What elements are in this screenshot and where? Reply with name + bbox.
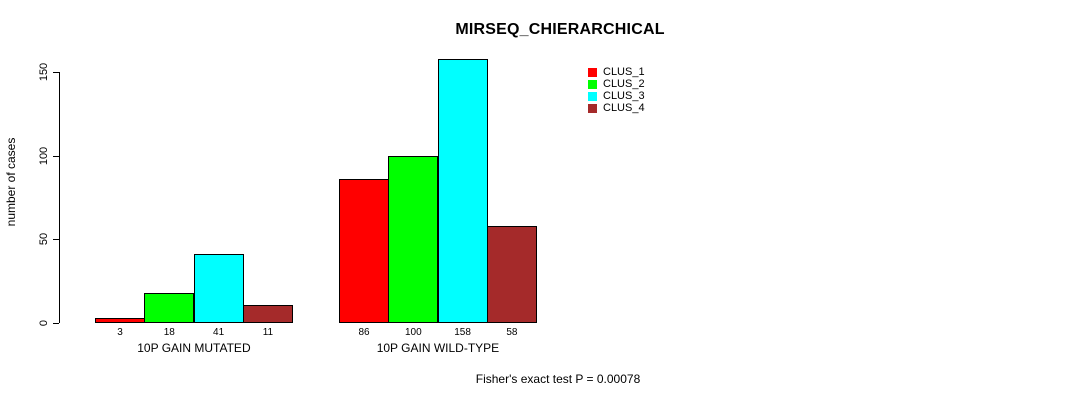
chart-title: MIRSEQ_CHIERARCHICAL <box>455 21 665 38</box>
bar-value-label: 18 <box>163 327 175 338</box>
legend-row-clus_1: CLUS_1 <box>588 66 645 78</box>
legend-swatch-icon <box>588 67 597 77</box>
bar-clus_1-1 <box>95 318 145 323</box>
category-label: 10P GAIN MUTATED <box>137 341 251 355</box>
y-tick-label: 150 <box>38 62 50 82</box>
bar-value-label: 11 <box>262 327 274 338</box>
bar-clus_2-2 <box>388 156 439 323</box>
legend-label: CLUS_3 <box>603 90 645 102</box>
y-axis-title: number of cases <box>4 137 18 227</box>
fisher-test-annotation: Fisher's exact test P = 0.00078 <box>475 372 641 386</box>
y-tick-label: 100 <box>38 146 50 165</box>
category-label: 10P GAIN WILD-TYPE <box>376 341 500 355</box>
legend-row-clus_2: CLUS_2 <box>588 78 645 90</box>
bar-value-label: 58 <box>506 327 518 338</box>
legend-label: CLUS_2 <box>603 78 645 90</box>
y-tick <box>53 72 59 73</box>
y-axis-line <box>59 72 60 323</box>
bar-clus_2-1 <box>144 293 195 323</box>
y-tick <box>53 323 59 324</box>
legend-swatch-icon <box>588 103 597 113</box>
bar-clus_1-2 <box>339 179 389 323</box>
bar-clus_3-2 <box>437 59 488 323</box>
y-tick-label: 50 <box>38 233 50 246</box>
bar-clus_4-2 <box>486 226 537 323</box>
legend-row-clus_3: CLUS_3 <box>588 90 645 102</box>
bar-clus_4-1 <box>242 305 293 323</box>
bar-clus_3-1 <box>193 254 244 323</box>
y-tick <box>53 239 59 241</box>
legend-row-clus_4: CLUS_4 <box>588 102 645 114</box>
y-tick <box>53 155 59 157</box>
bar-value-label: 3 <box>117 327 123 338</box>
legend-label: CLUS_4 <box>603 102 645 114</box>
bar-value-label: 158 <box>454 327 471 338</box>
legend-label: CLUS_1 <box>603 66 645 78</box>
legend-swatch-icon <box>588 79 597 89</box>
bar-value-label: 100 <box>404 327 422 338</box>
y-tick-label: 0 <box>38 319 50 327</box>
legend-swatch-icon <box>588 91 597 101</box>
bar-value-label: 86 <box>358 327 370 338</box>
legend: CLUS_1 CLUS_2 CLUS_3 CLUS_4 <box>588 66 645 114</box>
bar-value-label: 41 <box>213 327 225 338</box>
